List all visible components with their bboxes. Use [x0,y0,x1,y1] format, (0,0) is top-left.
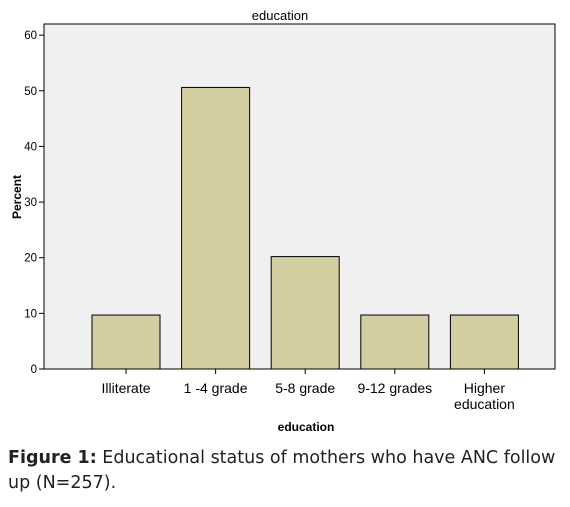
x-tick-label: 9-12 grades [357,380,432,396]
y-tick-label: 30 [24,197,37,209]
bars [91,86,519,370]
figure-caption: Figure 1: Educational status of mothers … [8,446,564,496]
chart-title: education [252,8,308,23]
x-tick-label: Higher education [454,380,515,412]
x-tick-label: 1 -4 grade [184,380,248,396]
y-tick-label: 50 [24,86,37,98]
x-axis-label: education [278,420,335,434]
y-tick-label: 0 [31,364,37,376]
bar [270,256,340,370]
y-tick-label: 10 [24,308,37,320]
bar-chart: education Percent education 0 10 20 30 40 50 6… [10,8,556,434]
bar [91,314,161,370]
y-axis: 0 10 20 30 40 50 60 [24,30,44,376]
y-tick-label: 20 [24,253,37,265]
x-tick-label: Illiterate [101,380,150,396]
y-axis-label: Percent [10,175,24,219]
caption-text: Educational status of mothers who have A… [8,448,556,493]
caption-lead: Figure 1: [8,448,97,468]
bar [449,314,519,370]
bar [181,86,251,370]
x-tick-label: 5-8 grade [275,380,335,396]
y-tick-label: 40 [24,141,37,153]
bar [360,314,430,370]
y-tick-label: 60 [24,30,37,42]
x-axis: Illiterate 1 -4 grade 5-8 grade 9-12 grades… [101,369,515,412]
